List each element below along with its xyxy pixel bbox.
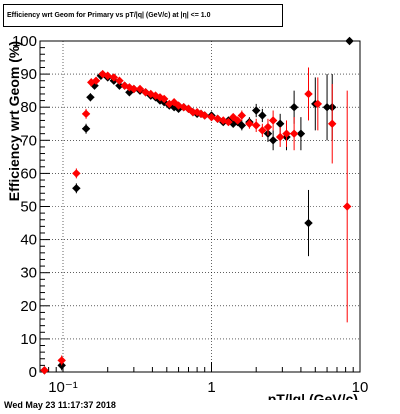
data-point: [304, 89, 313, 99]
data-point: [275, 132, 285, 142]
y-axis-label: Efficiency wrt Geom (%): [6, 41, 22, 201]
data-point: [109, 73, 119, 82]
series-1: [40, 67, 352, 375]
x-axis-label: pT/|q| (GeV/c): [268, 391, 358, 400]
data-point: [72, 169, 81, 178]
data-point: [103, 71, 112, 80]
y-tick-label: 40: [20, 232, 37, 249]
data-point: [91, 76, 101, 85]
data-series: [40, 36, 354, 375]
data-point: [219, 116, 228, 125]
data-point: [233, 116, 242, 125]
y-tick-label: 10: [20, 331, 37, 348]
data-point: [207, 112, 216, 122]
data-point: [343, 202, 352, 211]
data-point: [268, 116, 278, 125]
y-tick-label: 60: [20, 165, 37, 182]
y-tick-label: 80: [20, 99, 37, 116]
data-point: [159, 94, 169, 104]
data-point: [165, 99, 174, 109]
data-point: [282, 129, 291, 138]
data-point: [328, 119, 337, 128]
data-point: [275, 119, 285, 128]
data-point: [87, 78, 96, 87]
x-tick-label: 1: [207, 379, 215, 396]
y-tick-label: 90: [20, 66, 37, 83]
timestamp: Wed May 23 11:17:37 2018: [4, 400, 116, 410]
x-tick-label: 10: [352, 379, 369, 396]
data-point: [258, 126, 267, 135]
data-point: [258, 111, 267, 120]
data-point: [81, 109, 91, 119]
chart-title: Efficiency wrt Geom for Primary vs pT/|q…: [3, 4, 283, 27]
series-0: [40, 36, 354, 375]
data-point: [57, 356, 66, 365]
data-point: [196, 109, 206, 119]
data-point: [245, 119, 254, 128]
y-tick-label: 30: [20, 265, 37, 282]
data-point: [200, 111, 209, 120]
data-point: [252, 106, 261, 115]
data-point: [81, 124, 91, 133]
data-point: [40, 366, 49, 375]
data-point: [129, 84, 139, 94]
data-point: [120, 81, 129, 90]
data-point: [135, 84, 145, 94]
data-point: [86, 93, 95, 102]
data-point: [268, 136, 278, 145]
y-tick-label: 100: [12, 33, 37, 50]
data-point: [345, 36, 354, 46]
data-point: [72, 184, 81, 193]
data-point: [263, 122, 273, 132]
data-point: [289, 129, 299, 138]
data-point: [296, 129, 306, 138]
data-point: [304, 218, 313, 228]
data-point: [224, 117, 233, 127]
y-tick-label: 50: [20, 199, 37, 216]
grid: [40, 41, 360, 372]
data-point: [237, 111, 247, 120]
data-point: [115, 76, 124, 85]
data-point: [313, 99, 323, 109]
data-point: [322, 103, 332, 112]
data-point: [252, 121, 261, 130]
data-point: [174, 101, 183, 110]
data-point: [98, 69, 107, 79]
data-point: [289, 103, 299, 112]
data-point: [229, 112, 238, 122]
y-tick-label: 0: [29, 364, 37, 381]
data-point: [115, 81, 124, 90]
x-tick-label: 10⁻¹: [48, 379, 78, 396]
y-tick-label: 70: [20, 132, 37, 149]
y-tick-label: 20: [20, 298, 37, 315]
data-point: [155, 93, 165, 102]
data-point: [237, 121, 247, 130]
